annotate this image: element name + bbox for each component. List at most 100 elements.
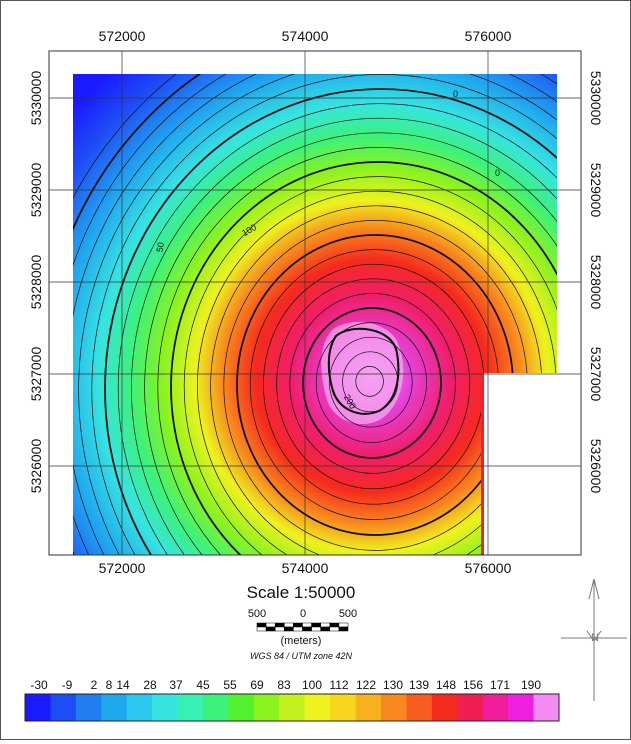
legend-label: 55 <box>223 678 237 692</box>
legend-label: 14 <box>116 678 130 692</box>
x-tick-bottom-572000: 572000 <box>99 560 146 576</box>
scale-bar <box>256 622 349 632</box>
scalebar-segment <box>274 626 285 632</box>
legend-swatch <box>482 694 509 721</box>
scalebar-segment <box>265 626 276 632</box>
legend-swatch <box>101 694 128 721</box>
legend-swatch <box>228 694 255 721</box>
contour-ring <box>329 336 413 428</box>
scalebar-segment <box>256 626 267 632</box>
y-tick-right-5329000: 5329000 <box>588 163 604 218</box>
scale-title: Scale 1:50000 <box>247 583 356 602</box>
contour-ring <box>183 176 557 555</box>
y-tick-right-5327000: 5327000 <box>588 347 604 402</box>
legend-swatch <box>253 694 280 721</box>
legend-swatch <box>279 694 306 721</box>
legend-swatch <box>355 694 382 721</box>
legend-swatch <box>177 694 204 721</box>
contour-ring <box>104 88 557 555</box>
scalebar-segment <box>320 622 331 628</box>
legend-label: 37 <box>169 678 183 692</box>
legend-label: 190 <box>521 678 541 692</box>
scalebar-segment <box>311 622 321 628</box>
legend-label: 139 <box>409 678 429 692</box>
scalebar-segment <box>293 626 303 632</box>
scalebar-segment <box>274 622 285 628</box>
legend-label: -9 <box>62 678 73 692</box>
elevation-surface <box>73 74 557 555</box>
legend-swatch <box>431 694 458 721</box>
north-arrow-icon <box>561 578 627 701</box>
scalebar-segment <box>320 626 331 632</box>
legend-swatch <box>50 694 77 721</box>
legend-label: 2 <box>91 678 98 692</box>
color-legend-bar <box>24 693 560 722</box>
contour-ring <box>131 117 557 555</box>
contour-ring <box>170 161 557 555</box>
legend-swatch <box>126 694 153 721</box>
scalebar-segment <box>302 622 312 628</box>
legend-label: 83 <box>277 678 291 692</box>
legend-swatch <box>304 694 331 721</box>
contour-ring <box>144 132 557 555</box>
contour-ring <box>157 147 557 555</box>
legend-label: 130 <box>383 678 403 692</box>
legend-label: 28 <box>143 678 157 692</box>
scalebar-segment <box>329 622 340 628</box>
contour-ring <box>117 103 557 555</box>
y-tick-right-5330000: 5330000 <box>588 71 604 126</box>
contour-ring <box>355 366 384 397</box>
legend-frame <box>24 693 560 722</box>
scalebar-label-right: 500 <box>339 608 357 620</box>
legend-swatch <box>406 694 433 721</box>
x-tick-bottom-574000: 574000 <box>282 560 329 576</box>
legend-swatch <box>381 694 407 721</box>
contour-label-50: 50 <box>155 241 167 253</box>
contour-ring <box>78 74 557 555</box>
legend-swatch <box>152 694 178 721</box>
scalebar-segment <box>284 622 294 628</box>
graticule <box>49 51 581 555</box>
scalebar-segment <box>293 622 303 628</box>
legend-label: 100 <box>302 678 322 692</box>
legend-label: 112 <box>329 678 348 692</box>
legend-swatch <box>457 694 484 721</box>
crs-label: WGS 84 / UTM zone 42N <box>250 651 353 661</box>
legend-swatch <box>533 694 560 721</box>
map-neatline <box>48 50 582 556</box>
scalebar-segment <box>302 626 312 632</box>
contour-ring <box>315 322 427 443</box>
legend-swatch <box>203 694 229 721</box>
y-tick-left-5330000: 5330000 <box>28 71 44 126</box>
contour-label-0: 0 <box>453 89 458 99</box>
legend-swatch <box>25 694 51 721</box>
scalebar-segment <box>329 626 340 632</box>
map-edge-strip <box>481 373 484 555</box>
x-tick-top-572000: 572000 <box>99 28 146 44</box>
scalebar-segment <box>284 626 294 632</box>
y-tick-left-5329000: 5329000 <box>28 163 44 218</box>
legend-label: 171 <box>490 678 510 692</box>
y-tick-left-5327000: 5327000 <box>28 347 44 402</box>
legend-swatch <box>508 694 534 721</box>
legend-label: 45 <box>196 678 210 692</box>
contour-ring <box>91 74 557 555</box>
y-tick-left-5326000: 5326000 <box>28 439 44 494</box>
contour-ring <box>276 278 471 490</box>
scalebar-segment <box>338 622 349 628</box>
north-label: N <box>591 632 599 644</box>
scalebar-segment <box>265 622 276 628</box>
scale-unit: (meters) <box>281 635 322 647</box>
x-tick-bottom-576000: 576000 <box>465 560 512 576</box>
contour-ring <box>302 307 442 459</box>
x-tick-top-574000: 574000 <box>282 28 329 44</box>
legend-label: 8 <box>106 678 113 692</box>
legend-label: 122 <box>356 678 376 692</box>
contour-label-0-east: 0 <box>495 168 500 178</box>
scalebar-label-zero: 0 <box>300 608 306 620</box>
legend-labels: -30 -9 2 8 14 28 37 45 55 69 83 100 112 122 130 139 148 1… <box>30 678 541 692</box>
legend-swatch <box>75 694 102 721</box>
contour-ring <box>289 293 456 474</box>
